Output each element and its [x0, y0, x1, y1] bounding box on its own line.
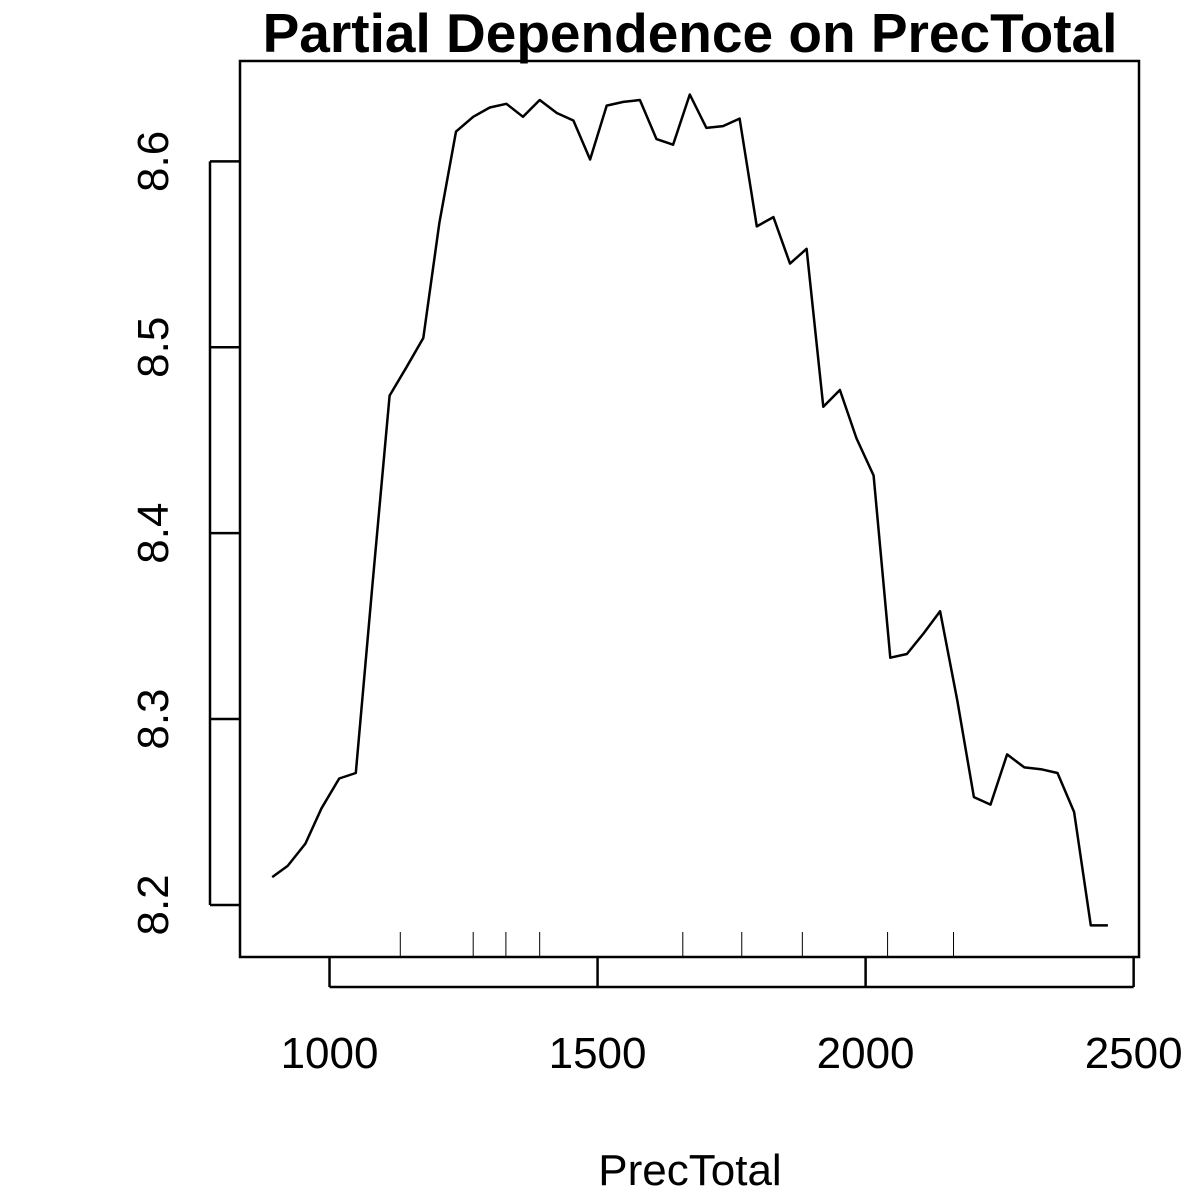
- x-axis: 1000 1500 2000 2500: [281, 957, 1183, 1078]
- plot-area-frame: [238, 59, 1141, 959]
- x-axis-label: PrecTotal: [598, 1146, 781, 1195]
- y-axis: 8.2 8.3 8.4 8.5 8.6: [129, 131, 240, 936]
- y-tick-label: 8.5: [129, 317, 178, 378]
- x-tick-label: 1000: [281, 1029, 379, 1078]
- x-tick-label: 1500: [549, 1029, 647, 1078]
- x-tick-label: 2500: [1085, 1029, 1183, 1078]
- y-tick-label: 8.3: [129, 688, 178, 749]
- series-group: [271, 93, 1109, 927]
- y-tick-label: 8.6: [129, 131, 178, 192]
- y-tick-label: 8.2: [129, 874, 178, 935]
- x-tick-label: 2000: [817, 1029, 915, 1078]
- y-tick-label: 8.4: [129, 503, 178, 564]
- series-line: [271, 93, 1108, 927]
- rug-ticks: [399, 932, 955, 957]
- chart-title: Partial Dependence on PrecTotal: [263, 2, 1118, 64]
